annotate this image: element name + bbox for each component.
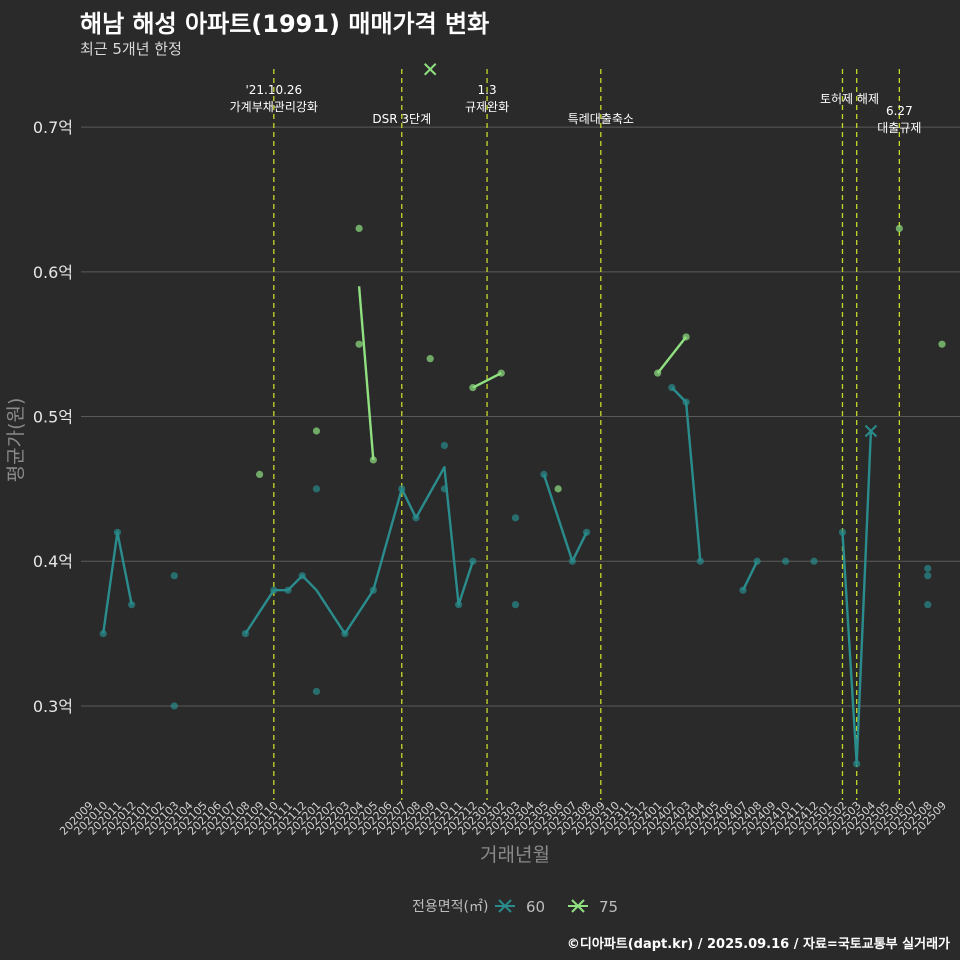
series-line	[472, 372, 502, 389]
data-point-60	[511, 601, 520, 609]
legend-title: 전용면적(㎡)	[412, 899, 488, 915]
data-point-60	[924, 572, 932, 580]
series-line	[656, 336, 688, 374]
data-point-75	[497, 369, 505, 377]
legend-key-cross	[571, 899, 585, 913]
series-line	[671, 386, 702, 562]
event-label: 규제완화	[465, 100, 509, 114]
data-point-75	[256, 470, 264, 479]
event-label: 6.27	[886, 104, 913, 118]
x-axis-title: 거래년월	[480, 844, 550, 866]
data-point-60	[270, 586, 278, 594]
event-label: '21.10.26	[245, 83, 302, 97]
series-line	[841, 430, 873, 765]
data-point-60	[924, 601, 932, 609]
legend-key-cross	[498, 899, 512, 913]
series-line	[741, 560, 759, 591]
chart-subtitle: 최근 5개년 한정	[80, 40, 182, 58]
series-line	[357, 286, 375, 460]
data-point-60	[284, 586, 292, 594]
data-point-75	[469, 383, 477, 392]
data-point-60	[511, 514, 520, 522]
data-point-60	[113, 528, 122, 536]
series-line	[542, 474, 588, 563]
data-point-75	[895, 224, 903, 233]
data-point-60	[739, 586, 747, 594]
data-point-60	[298, 572, 306, 580]
data-point-60	[455, 601, 463, 609]
series-line	[102, 531, 133, 634]
data-point-75	[355, 340, 363, 348]
data-cross-75	[423, 63, 437, 76]
y-tick-label: 0.4억	[33, 552, 73, 571]
data-point-75	[654, 369, 662, 377]
source-caption: ©디아파트(dapt.kr) / 2025.09.16 / 자료=국토교통부 실…	[566, 937, 950, 952]
data-point-60	[412, 514, 420, 522]
data-point-60	[241, 629, 249, 638]
event-label: 특례대출축소	[568, 112, 634, 126]
data-point-60	[341, 629, 349, 638]
y-axis-title: 평균가(원)	[5, 398, 27, 483]
y-tick-label: 0.6억	[33, 263, 73, 282]
y-tick-label: 0.3억	[33, 697, 73, 716]
data-point-75	[554, 485, 562, 493]
data-point-60	[369, 586, 377, 594]
data-point-60	[128, 601, 136, 609]
data-point-60	[312, 485, 321, 493]
data-point-75	[312, 427, 321, 435]
data-point-60	[753, 557, 761, 565]
y-tick-label: 0.5억	[33, 408, 73, 427]
series-line	[244, 466, 475, 635]
data-point-60	[582, 528, 591, 536]
data-point-60	[838, 528, 847, 536]
event-label: 1.3	[478, 83, 497, 97]
legend-label-60: 60	[526, 898, 545, 916]
data-point-60	[668, 383, 676, 392]
data-point-60	[312, 687, 321, 696]
event-label: 대출규제	[877, 121, 921, 135]
legend-label-75: 75	[599, 898, 618, 916]
event-label: 가계부채관리강화	[230, 100, 318, 114]
y-tick-label: 0.7억	[33, 118, 73, 137]
data-point-60	[440, 441, 449, 450]
data-point-60	[696, 557, 704, 565]
data-cross-60	[864, 424, 878, 438]
chart-title: 해남 해성 아파트(1991) 매매가격 변화	[80, 10, 490, 38]
data-point-60	[782, 557, 790, 565]
data-point-75	[355, 224, 363, 233]
data-point-60	[540, 470, 548, 479]
data-point-60	[924, 564, 932, 573]
data-point-60	[440, 485, 449, 493]
data-point-60	[810, 557, 818, 565]
data-point-60	[853, 760, 861, 768]
data-point-60	[469, 557, 477, 565]
data-point-60	[170, 702, 178, 710]
data-point-75	[426, 355, 434, 363]
data-point-75	[369, 456, 377, 464]
data-point-60	[398, 485, 406, 493]
data-point-75	[682, 333, 690, 341]
data-point-75	[938, 340, 946, 348]
data-point-60	[170, 572, 178, 580]
data-point-60	[99, 629, 107, 638]
data-point-60	[568, 557, 576, 565]
event-label: 토허제 해제	[820, 92, 879, 106]
event-label: DSR 3단계	[372, 112, 431, 126]
data-point-60	[682, 398, 690, 406]
